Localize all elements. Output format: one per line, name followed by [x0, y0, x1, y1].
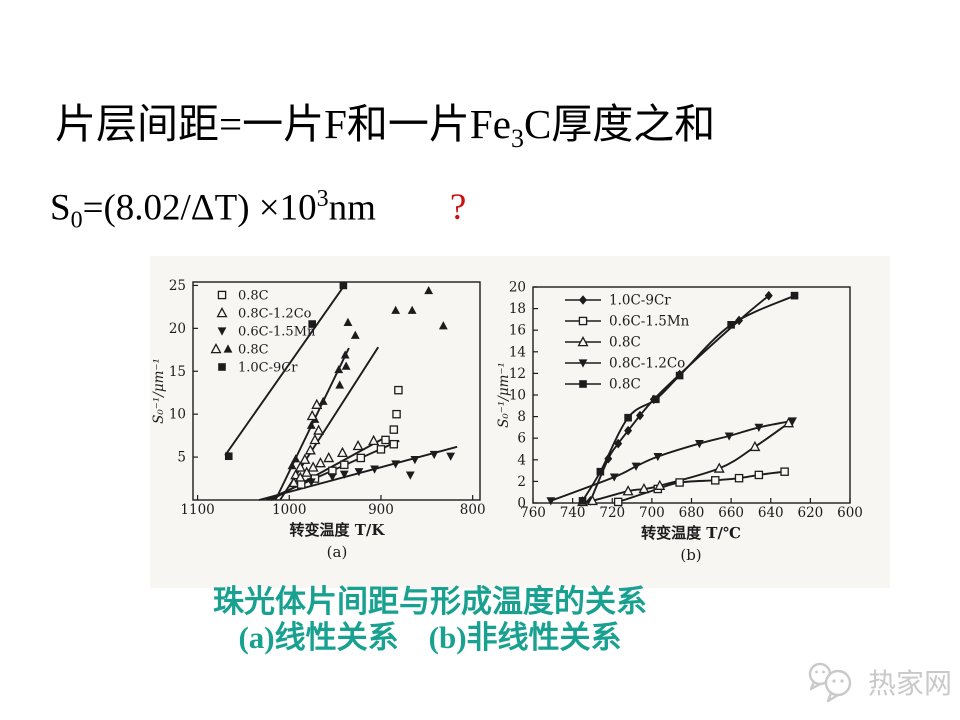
svg-text:720: 720 [599, 505, 625, 521]
svg-text:660: 660 [718, 505, 744, 521]
svg-text:1.0C-9Cr: 1.0C-9Cr [609, 293, 671, 309]
svg-text:(b): (b) [680, 546, 701, 564]
watermark: 热家网 [804, 660, 952, 704]
svg-text:6: 6 [517, 431, 526, 447]
svg-text:900: 900 [368, 502, 394, 518]
svg-text:0.8C: 0.8C [609, 335, 641, 351]
svg-text:2: 2 [517, 474, 526, 490]
watermark-logo-icon [808, 662, 852, 703]
svg-text:600: 600 [837, 505, 863, 521]
svg-text:0.8C-1.2Co: 0.8C-1.2Co [609, 356, 685, 372]
svg-text:16: 16 [509, 323, 526, 339]
svg-text:14: 14 [509, 344, 526, 360]
svg-text:680: 680 [679, 505, 705, 521]
svg-text:20: 20 [509, 280, 526, 296]
chart-b: 760 740 720 700 680 660 640 620 600 0 2 4 6 8 10 12 14 16… [496, 280, 863, 565]
caption-b: (b)非线性关系 [429, 620, 622, 656]
figure-caption: 珠光体片间距与形成温度的关系 (a)线性关系 (b)非线性关系 [150, 584, 710, 655]
svg-text:转变温度 T/K: 转变温度 T/K [290, 521, 386, 539]
svg-text:1.0C-9Cr: 1.0C-9Cr [238, 361, 298, 376]
svg-text:18: 18 [509, 301, 526, 317]
svg-text:640: 640 [758, 505, 784, 521]
formula-symbol: S [50, 187, 71, 229]
svg-text:10: 10 [509, 388, 526, 404]
svg-text:0.6C-1.5Mn: 0.6C-1.5Mn [238, 325, 316, 340]
svg-text:700: 700 [639, 505, 665, 521]
caption-line1: 珠光体片间距与形成温度的关系 [213, 584, 647, 619]
svg-text:760: 760 [520, 505, 546, 521]
svg-text:620: 620 [797, 505, 823, 521]
title-subscript: 3 [510, 124, 524, 154]
svg-text:10: 10 [169, 407, 186, 423]
svg-text:740: 740 [560, 505, 586, 521]
caption-b-text: 非线性关系 [466, 619, 622, 655]
svg-text:0.8C-1.2Co: 0.8C-1.2Co [238, 307, 312, 322]
svg-text:800: 800 [460, 502, 486, 518]
formula-line: S0=(8.02/ΔT) ×103nm? [50, 186, 466, 235]
formula-body: =(8.02/ΔT) ×10 [82, 187, 317, 229]
svg-text:S₀⁻¹/μm⁻¹: S₀⁻¹/μm⁻¹ [496, 362, 512, 428]
svg-text:1100: 1100 [180, 502, 214, 518]
svg-text:0.8C: 0.8C [238, 343, 269, 358]
page-title: 片层间距=一片F和一片Fe3C厚度之和 [55, 90, 715, 154]
formula-subscript: 0 [70, 207, 83, 234]
svg-text:1000: 1000 [272, 502, 306, 518]
svg-text:0: 0 [517, 496, 526, 512]
svg-text:0.6C-1.5Mn: 0.6C-1.5Mn [609, 314, 690, 330]
svg-text:S₀⁻¹/μm⁻¹: S₀⁻¹/μm⁻¹ [151, 358, 167, 424]
formula-superscript: 3 [316, 186, 329, 212]
svg-text:15: 15 [169, 364, 186, 380]
svg-text:20: 20 [169, 321, 186, 337]
caption-a-label: (a) [238, 619, 275, 655]
figure-scan: 1100 1000 900 800 5 10 15 20 25 转变温度 T/K (a) S₀⁻¹/μ… [150, 256, 890, 588]
question-mark: ? [449, 187, 467, 229]
svg-text:0.8C: 0.8C [609, 377, 641, 393]
title-text-post: C厚度之和 [523, 101, 716, 147]
caption-line2: (a)线性关系 (b)非线性关系 [150, 620, 710, 656]
svg-text:转变温度 T/℃: 转变温度 T/℃ [641, 524, 741, 542]
svg-text:4: 4 [517, 452, 526, 468]
caption-b-label: (b) [428, 619, 467, 655]
svg-text:5: 5 [177, 450, 186, 466]
formula-unit: nm [328, 187, 376, 229]
svg-text:12: 12 [509, 366, 526, 382]
watermark-text: 热家网 [867, 668, 952, 699]
svg-text:(a): (a) [327, 543, 348, 561]
svg-text:25: 25 [169, 278, 186, 294]
caption-a-text: 线性关系 [274, 619, 399, 655]
title-text-pre: 片层间距=一片F和一片Fe [55, 101, 511, 147]
caption-a: (a)线性关系 [238, 620, 398, 656]
chart-a: 1100 1000 900 800 5 10 15 20 25 转变温度 T/K (a) S₀⁻¹/μ… [151, 278, 486, 561]
svg-text:8: 8 [517, 409, 526, 425]
svg-text:0.8C: 0.8C [238, 289, 269, 304]
